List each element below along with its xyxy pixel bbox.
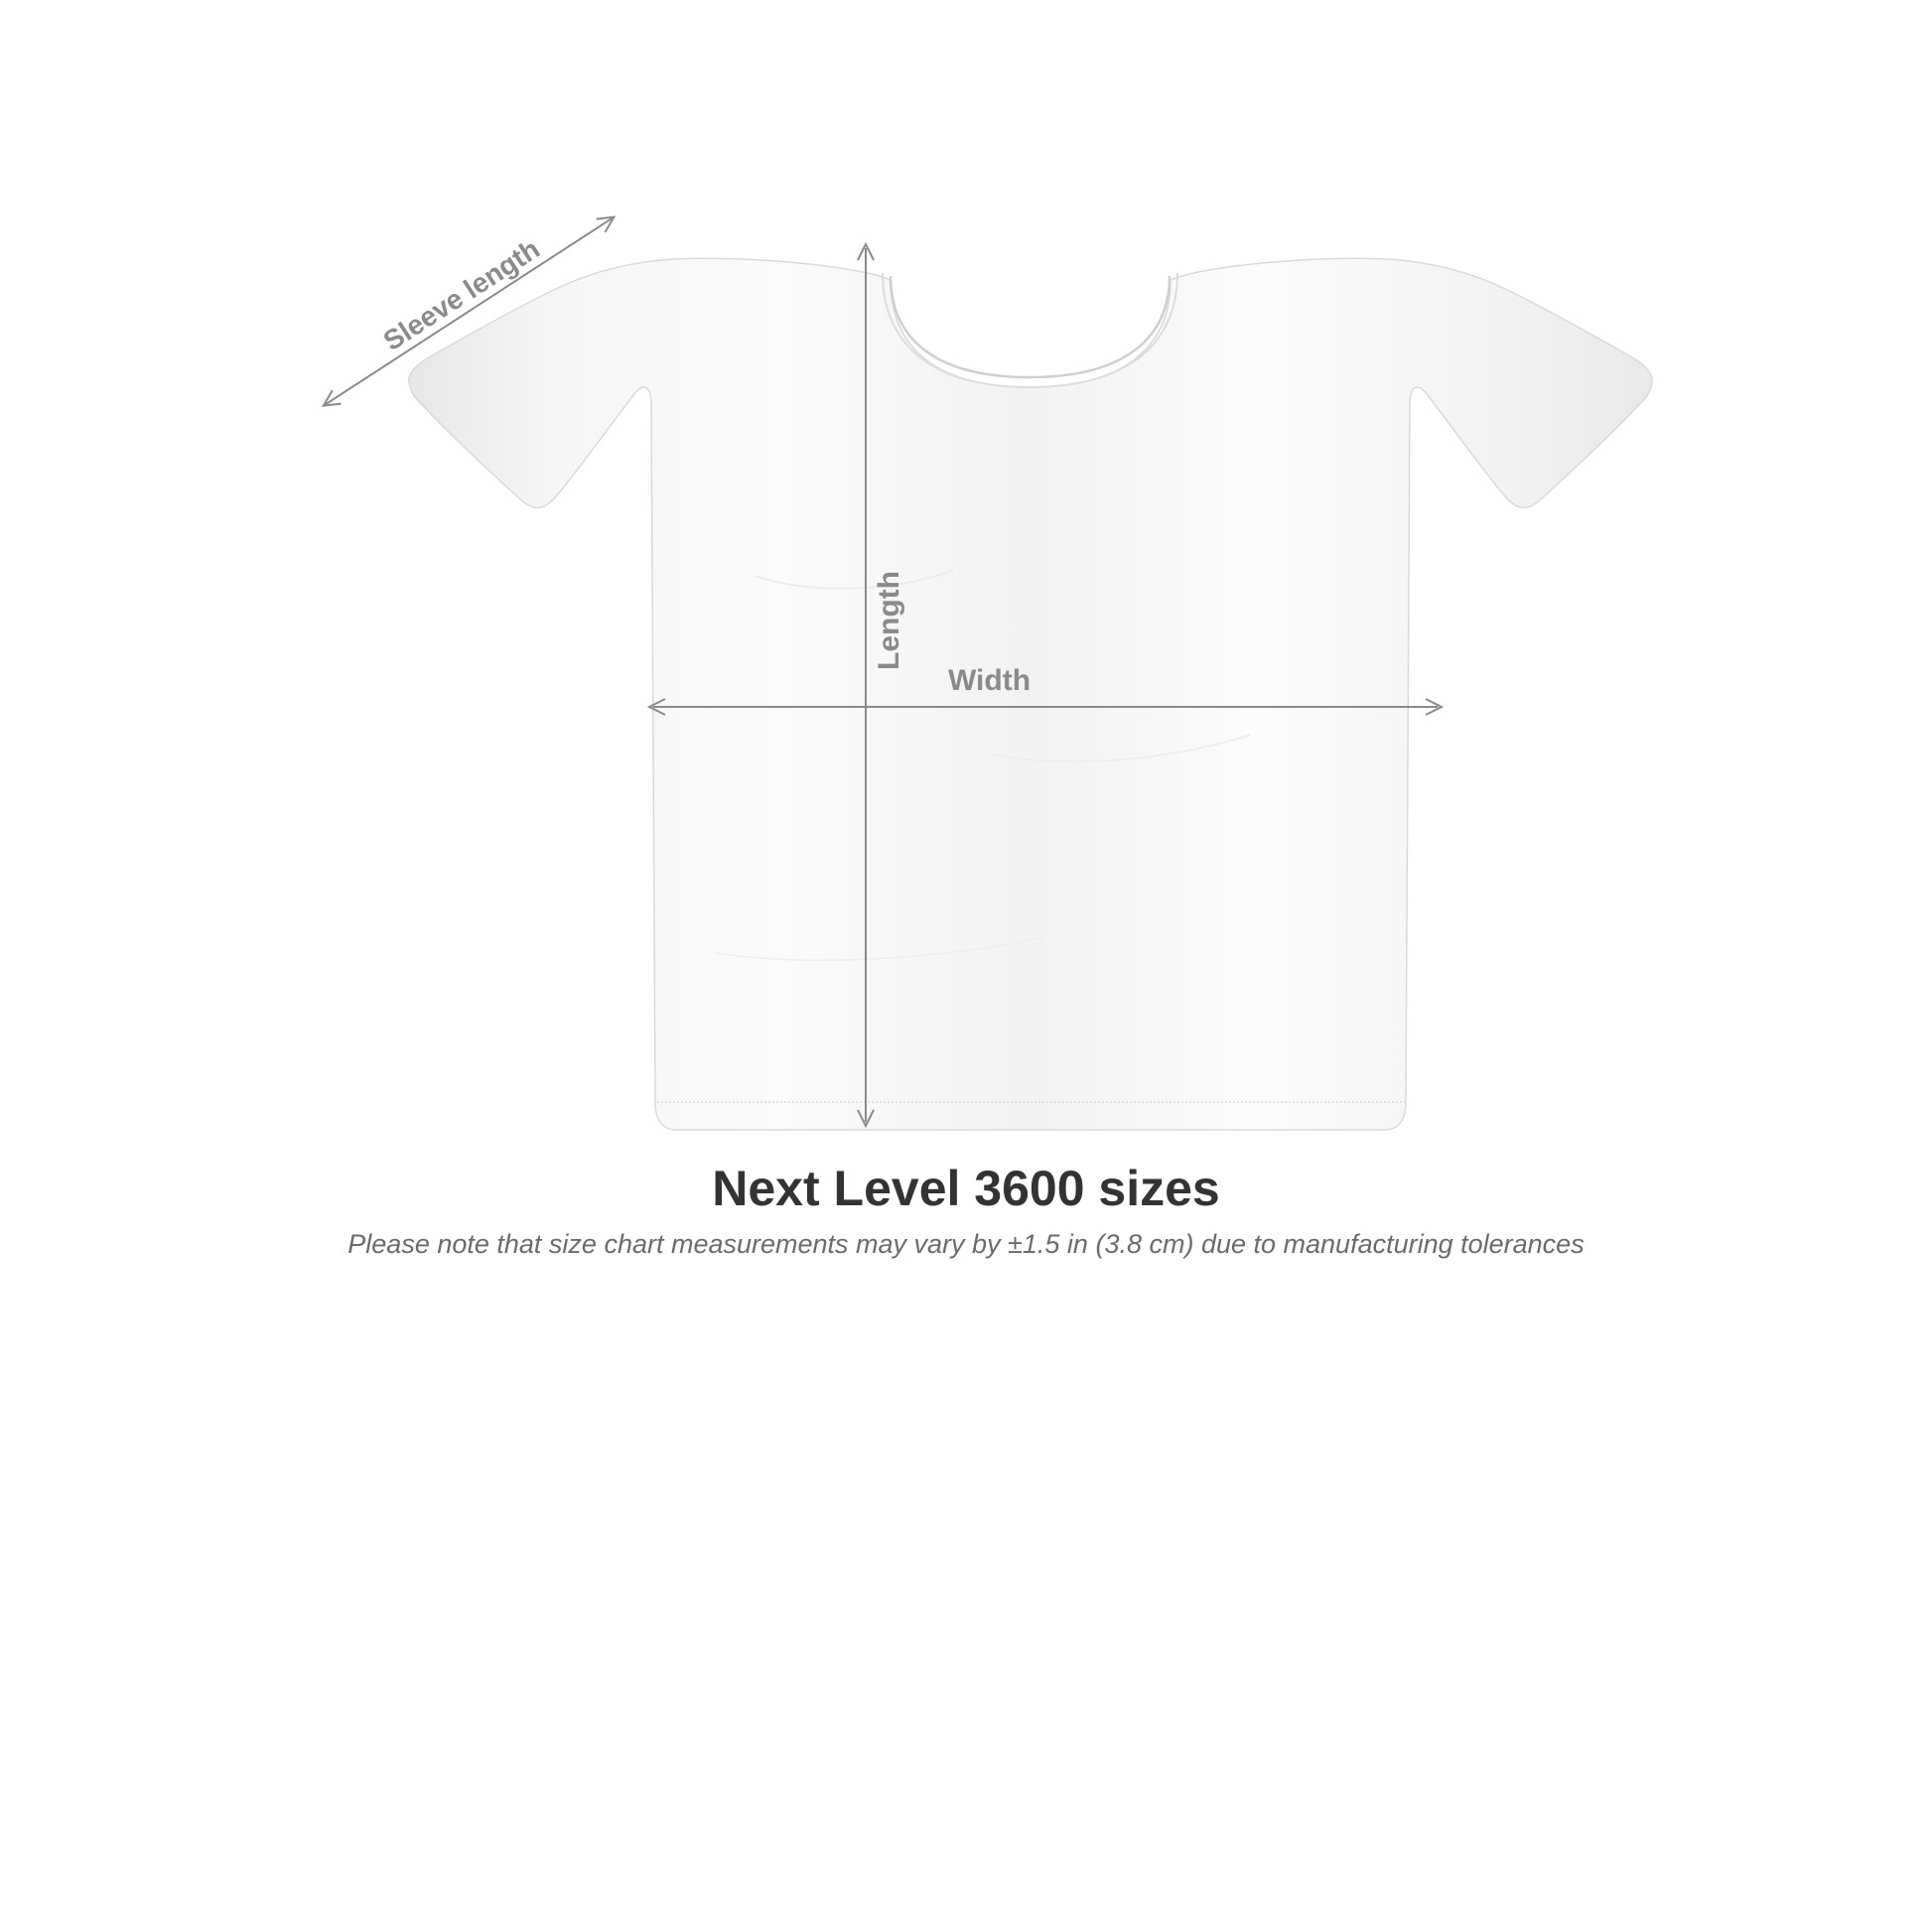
svg-text:Width: Width (948, 664, 1031, 697)
svg-text:Length: Length (873, 571, 905, 670)
